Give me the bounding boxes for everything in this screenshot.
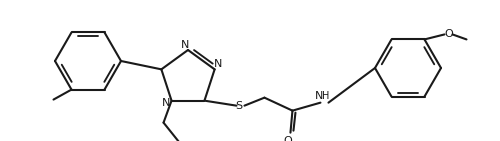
- Text: N: N: [316, 91, 324, 101]
- Text: O: O: [444, 29, 453, 39]
- Text: H: H: [322, 91, 329, 101]
- Text: O: O: [283, 136, 292, 141]
- Text: N: N: [181, 40, 189, 50]
- Text: N: N: [214, 59, 222, 69]
- Text: N: N: [162, 98, 170, 108]
- Text: S: S: [235, 101, 242, 111]
